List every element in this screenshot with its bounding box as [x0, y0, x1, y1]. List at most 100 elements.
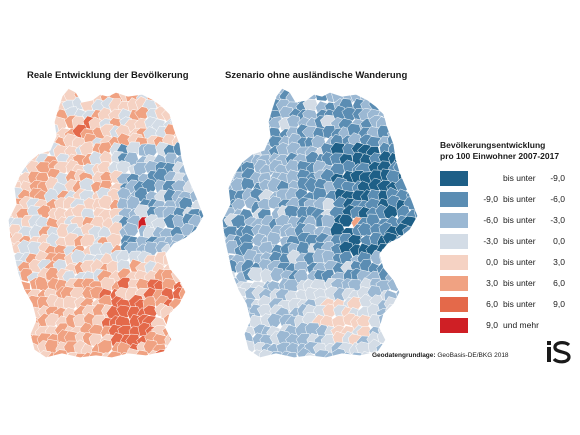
- district-cell: [421, 290, 428, 302]
- legend-swatch: [440, 212, 468, 228]
- district-cell: [420, 200, 428, 213]
- district-cell: [233, 88, 250, 94]
- legend-title-line2: pro 100 Einwohner 2007-2017: [440, 151, 560, 161]
- district-cell: [422, 208, 428, 221]
- district-cell: [222, 124, 227, 139]
- district-cell: [226, 113, 242, 130]
- district-cell: [16, 127, 33, 141]
- district-cell: [424, 213, 428, 227]
- district-cell: [180, 244, 196, 259]
- district-cell: [8, 167, 14, 185]
- district-cell: [410, 115, 418, 130]
- legend-from: -6,0: [483, 215, 498, 225]
- district-cell: [19, 357, 36, 358]
- district-cell: [172, 108, 189, 124]
- legend-row: 3,0 bis unter 6,0: [440, 273, 580, 293]
- district-cell: [404, 237, 418, 252]
- district-cell: [242, 115, 259, 132]
- district-cell: [36, 134, 51, 150]
- district-cell: [8, 342, 23, 357]
- district-cell: [249, 116, 265, 131]
- district-cell: [412, 231, 418, 247]
- district-cell: [225, 296, 241, 312]
- legend-to: 0,0: [553, 236, 565, 246]
- district-cell: [403, 362, 418, 364]
- district-cell: [180, 323, 197, 339]
- district-cell: [222, 308, 230, 321]
- district-cell: [209, 363, 214, 364]
- district-cell: [199, 189, 204, 205]
- legend-word: bis unter: [503, 215, 536, 225]
- district-cell: [199, 152, 204, 169]
- district-cell: [209, 277, 214, 290]
- district-cell: [8, 100, 16, 116]
- district-cell: [210, 270, 214, 284]
- district-cell: [249, 127, 265, 141]
- legend-swatch: [440, 233, 468, 249]
- district-cell: [403, 89, 418, 102]
- district-cell: [8, 343, 16, 357]
- district-cell: [211, 286, 214, 300]
- legend-row: bis unter -9,0: [440, 168, 580, 188]
- district-cell: [385, 113, 402, 129]
- district-cell: [404, 269, 418, 284]
- district-cell: [102, 362, 116, 365]
- district-cell: [385, 254, 400, 268]
- district-cell: [21, 105, 37, 121]
- legend-to: 6,0: [553, 278, 565, 288]
- district-cell: [414, 267, 418, 283]
- district-cell: [222, 341, 230, 358]
- district-cell: [222, 332, 230, 347]
- district-cell: [223, 141, 239, 157]
- district-cell: [197, 135, 204, 150]
- district-cell: [8, 125, 18, 139]
- district-cell: [197, 90, 204, 107]
- district-cell: [231, 105, 247, 123]
- district-cell: [9, 88, 26, 96]
- district-cell: [393, 242, 411, 257]
- district-cell: [234, 350, 251, 358]
- district-cell: [179, 306, 196, 322]
- district-cell: [405, 317, 418, 332]
- district-cell: [8, 162, 18, 178]
- district-cell: [8, 252, 15, 268]
- district-cell: [8, 271, 14, 286]
- district-cell: [27, 352, 42, 358]
- district-cell: [395, 88, 411, 104]
- district-cell: [8, 110, 23, 124]
- district-cell: [199, 270, 204, 287]
- district-cell: [187, 244, 204, 260]
- district-cell: [27, 125, 43, 142]
- district-cell: [201, 259, 204, 276]
- district-cell: [395, 304, 411, 321]
- district-cell: [170, 252, 187, 267]
- district-cell: [351, 88, 366, 96]
- district-cell: [182, 268, 197, 283]
- district-cell: [413, 252, 418, 267]
- district-cell: [222, 271, 229, 287]
- district-cell: [9, 361, 23, 364]
- legend-from: 6,0: [486, 299, 498, 309]
- district-cell: [222, 131, 229, 148]
- district-cell: [420, 294, 428, 309]
- district-cell: [357, 362, 372, 364]
- district-cell: [294, 360, 309, 365]
- district-cell: [378, 357, 394, 358]
- district-cell: [406, 122, 418, 139]
- source-value: GeoBasis-DE/BKG 2018: [437, 352, 509, 359]
- district-cell: [393, 248, 410, 266]
- district-cell: [180, 332, 195, 347]
- district-cell: [188, 232, 204, 250]
- district-cell: [341, 361, 356, 364]
- district-cell: [198, 293, 204, 311]
- district-cell: [402, 249, 418, 265]
- district-cell: [126, 361, 140, 364]
- district-cell: [393, 105, 410, 122]
- district-cell: [224, 307, 241, 323]
- legend-to: 3,0: [553, 257, 565, 267]
- district-cell: [403, 154, 418, 168]
- district-cell: [8, 326, 25, 341]
- district-cell: [223, 152, 240, 166]
- district-cell: [8, 333, 16, 349]
- district-cell: [18, 341, 34, 356]
